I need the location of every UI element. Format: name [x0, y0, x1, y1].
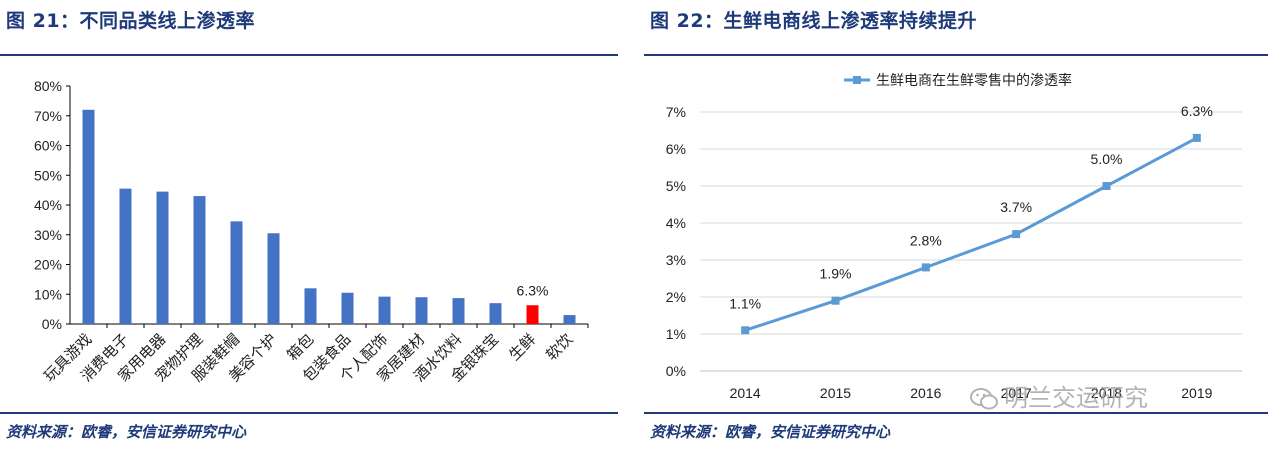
bar — [563, 315, 576, 324]
watermark-text: 明兰交运研究 — [1004, 384, 1148, 412]
category-penetration-bar-chart: 0%10%20%30%40%50%60%70%80%玩具游戏消费电子家用电器宠物… — [34, 78, 589, 385]
legend-marker — [853, 76, 861, 84]
y-tick-label: 0% — [666, 363, 686, 379]
left-figure-panel: 图 21：不同品类线上渗透率 0% 10% 20% 30% 40% 50% 60% 70% 80… — [0, 0, 620, 459]
series-marker — [831, 296, 840, 305]
y-tick-label: 3% — [666, 252, 686, 268]
left-source-note: 资料来源：欧睿，安信证券研究中心 — [6, 423, 247, 441]
right-bottom-rule — [644, 412, 1268, 414]
right-source-note: 资料来源：欧睿，安信证券研究中心 — [650, 423, 891, 441]
y-tick-label: 4% — [666, 215, 686, 231]
bar — [230, 221, 243, 324]
bar — [452, 298, 465, 324]
y-tick-label: 0% — [42, 316, 62, 332]
data-label: 2.8% — [910, 232, 942, 248]
bar-data-label: 6.3% — [517, 282, 549, 298]
series-marker — [1192, 133, 1201, 142]
x-tick-label: 软饮 — [543, 331, 576, 364]
x-tick-label: 2014 — [730, 385, 761, 401]
y-tick-label: 50% — [34, 167, 62, 183]
bar — [193, 196, 206, 324]
x-tick-label: 2018 — [1091, 385, 1122, 401]
series-marker — [1012, 230, 1021, 239]
y-tick-label: 20% — [34, 257, 62, 273]
data-label: 1.9% — [820, 266, 852, 282]
series-marker — [921, 263, 930, 272]
legend-label: 生鲜电商在生鲜零售中的渗透率 — [876, 72, 1072, 88]
series-marker — [1102, 182, 1111, 190]
bar — [415, 297, 428, 324]
y-tick-label: 1% — [666, 326, 686, 342]
y-tick-label: 30% — [34, 227, 62, 243]
bar — [156, 191, 169, 324]
data-label: 5.0% — [1091, 151, 1123, 167]
bar — [119, 188, 132, 324]
data-label: 1.1% — [729, 295, 761, 311]
x-tick-label: 生鲜 — [506, 331, 539, 364]
x-tick-label: 箱包 — [284, 331, 317, 364]
bar-highlight — [526, 305, 539, 324]
x-tick-label: 2019 — [1181, 385, 1212, 401]
left-figure-title: 图 21：不同品类线上渗透率 — [6, 10, 256, 32]
y-tick-label: 10% — [34, 286, 62, 302]
right-figure-title: 图 22：生鲜电商线上渗透率持续提升 — [650, 10, 978, 32]
y-tick-label: 60% — [34, 138, 62, 154]
bar — [378, 296, 391, 324]
y-tick-label: 80% — [34, 78, 62, 94]
bar — [82, 109, 95, 324]
left-top-rule — [0, 54, 618, 56]
watermark: 明兰交运研究 — [970, 378, 1148, 413]
y-tick-label: 7% — [666, 104, 686, 120]
bar — [267, 233, 280, 324]
y-tick-label: 70% — [34, 108, 62, 124]
bar — [341, 292, 354, 324]
right-figure-panel: 图 22：生鲜电商线上渗透率持续提升 0% 1% 2% 3% 4% 5% 6% 7% 2014 2… — [644, 0, 1280, 459]
bar — [489, 303, 502, 324]
data-label: 3.7% — [1000, 199, 1032, 215]
bar — [304, 288, 317, 324]
y-tick-label: 2% — [666, 289, 686, 305]
right-top-rule — [644, 54, 1268, 56]
data-label: 6.3% — [1181, 103, 1213, 119]
series-line — [744, 136, 1198, 332]
left-bottom-rule — [0, 412, 618, 414]
x-tick-label: 2017 — [1001, 385, 1032, 401]
y-tick-label: 40% — [34, 197, 62, 213]
x-tick-label: 2015 — [820, 385, 851, 401]
fresh-food-ecommerce-line-chart: 0% 1% 2% 3% 4% 5% 6% 7% 2014 2015 2016 2017 2018 2019… — [666, 72, 1242, 401]
y-tick-label: 6% — [666, 141, 686, 157]
wechat-icon — [970, 388, 998, 410]
series-marker — [741, 326, 750, 335]
y-tick-label: 5% — [666, 178, 686, 194]
x-tick-label: 2016 — [910, 385, 941, 401]
